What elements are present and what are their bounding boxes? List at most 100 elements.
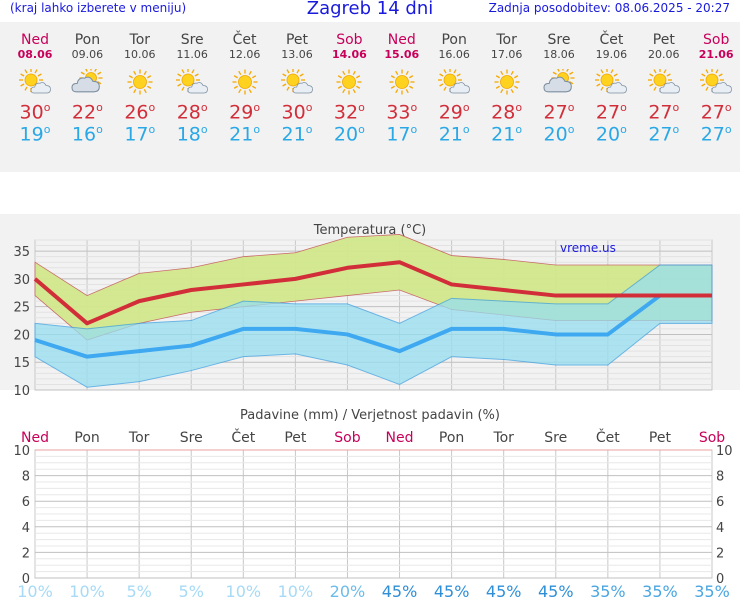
temp-tick-label: 15	[13, 356, 30, 371]
sun-icon	[232, 69, 258, 95]
day-column: Čet 19.06 27o 20o	[585, 32, 637, 146]
day-column: Ned 08.06 30o 19o	[9, 32, 61, 146]
precip-tick-right: 10	[716, 444, 733, 459]
sun-cloud-icon	[281, 69, 313, 94]
precip-probability: 10%	[69, 582, 105, 600]
min-temp: 20o	[543, 123, 575, 146]
day-date: 15.06	[384, 48, 420, 61]
day-column: Tor 17.06 28o 21o	[481, 32, 533, 146]
day-date: 08.06	[17, 48, 53, 61]
day-column: Sre 18.06 27o 20o	[533, 32, 585, 146]
precip-probability: 45%	[434, 582, 470, 600]
precip-probability: 45%	[538, 582, 574, 600]
precip-day-label: Sob	[334, 430, 360, 446]
day-date: 13.06	[281, 48, 313, 61]
precipitation-title: Padavine (mm) / Verjetnost padavin (%)	[240, 408, 500, 423]
last-update: Zadnja posodobitev: 08.06.2025 - 20:27	[488, 1, 730, 15]
precip-tick-left: 2	[22, 546, 30, 561]
day-date: 17.06	[490, 48, 523, 61]
forecast-band	[0, 22, 740, 172]
sun-cloud-icon	[700, 69, 733, 94]
precip-tick-right: 0	[716, 572, 724, 587]
day-name: Čet	[232, 32, 257, 48]
temp-tick-label: 25	[13, 301, 30, 316]
max-temp: 33o	[386, 101, 418, 124]
day-column: Pet 20.06 27o 27o	[638, 32, 690, 146]
min-temp: 16o	[71, 123, 103, 146]
max-temp: 28o	[491, 101, 523, 124]
precip-day-label: Pon	[74, 430, 99, 446]
temperature-title: Temperatura (°C)	[313, 223, 426, 238]
temp-tick-label: 35	[13, 245, 30, 260]
day-date: 16.06	[438, 48, 470, 61]
min-temp: 21o	[438, 123, 470, 146]
precip-probability: 5%	[179, 582, 204, 600]
precip-probability: 5%	[126, 582, 151, 600]
temperature-chart: Temperatura (°C) 10 15 20 25 30 35 vreme.us	[13, 223, 713, 399]
day-column: Sob 14.06 32o 20o	[323, 32, 375, 146]
max-temp: 26o	[124, 101, 156, 124]
precip-probability: 45%	[382, 582, 418, 600]
precip-probability: 10%	[226, 582, 262, 600]
precip-probability: 10%	[278, 582, 314, 600]
precip-probability: 20%	[330, 582, 366, 600]
precip-day-label: Ned	[386, 430, 414, 446]
day-date: 11.06	[176, 48, 208, 61]
day-date: 10.06	[124, 48, 156, 61]
day-date: 20.06	[648, 48, 680, 61]
max-temp: 27o	[543, 101, 575, 124]
precip-day-label: Tor	[492, 430, 514, 446]
precip-day-label: Sob	[699, 430, 725, 446]
day-name: Pet	[652, 32, 675, 48]
sun-cloud-icon	[438, 69, 471, 94]
min-temp: 21o	[281, 123, 313, 146]
precip-day-label: Tor	[128, 430, 150, 446]
precip-tick-left: 4	[22, 521, 30, 536]
day-name: Sob	[336, 32, 363, 48]
sun-icon	[389, 69, 415, 95]
max-temp: 30o	[19, 101, 51, 124]
min-temp: 27o	[648, 123, 680, 146]
sun-icon	[494, 69, 520, 95]
precip-tick-right: 8	[716, 470, 724, 485]
precip-tick-right: 6	[716, 495, 724, 510]
precip-probability: 35%	[590, 582, 626, 600]
min-temp: 19o	[19, 123, 51, 146]
max-temp: 29o	[438, 101, 470, 124]
day-name: Sre	[547, 32, 571, 48]
precip-probability: 35%	[642, 582, 678, 600]
max-temp: 22o	[71, 101, 103, 124]
day-column: Sob 21.06 27o 27o	[690, 32, 740, 146]
day-name: Tor	[129, 32, 151, 48]
day-column: Pon 16.06 29o 21o	[428, 32, 480, 146]
day-date: 21.06	[698, 48, 734, 61]
precip-day-label: Sre	[180, 430, 203, 446]
day-date: 18.06	[543, 48, 575, 61]
sun-cloud-icon	[19, 69, 51, 94]
precip-probability: 45%	[486, 582, 522, 600]
precip-day-label: Čet	[231, 428, 255, 446]
precip-day-label: Ned	[21, 430, 49, 446]
precip-probability: 10%	[17, 582, 53, 600]
sun-icon	[336, 69, 362, 95]
min-temp: 27o	[700, 123, 732, 146]
page-title: Zagreb 14 dni	[306, 0, 434, 19]
max-temp: 29o	[229, 101, 261, 124]
day-date: 14.06	[331, 48, 367, 61]
day-name: Pon	[74, 32, 101, 48]
min-temp: 18o	[176, 123, 208, 146]
day-name: Pet	[285, 32, 309, 48]
cloud-sun-icon	[71, 69, 103, 93]
day-column: Tor 10.06 26o 17o	[114, 32, 166, 146]
precipitation-chart: Padavine (mm) / Verjetnost padavin (%) Ne…	[13, 408, 732, 600]
sun-icon	[127, 69, 153, 95]
max-temp-line	[33, 260, 712, 326]
day-column: Sre 11.06 28o 18o	[166, 32, 218, 146]
min-temp: 21o	[491, 123, 523, 146]
min-temp: 21o	[229, 123, 261, 146]
precip-tick-left: 10	[13, 444, 30, 459]
precip-tick-left: 6	[22, 495, 30, 510]
day-column: Čet 12.06 29o 21o	[219, 32, 271, 146]
temp-tick-label: 20	[13, 328, 30, 343]
